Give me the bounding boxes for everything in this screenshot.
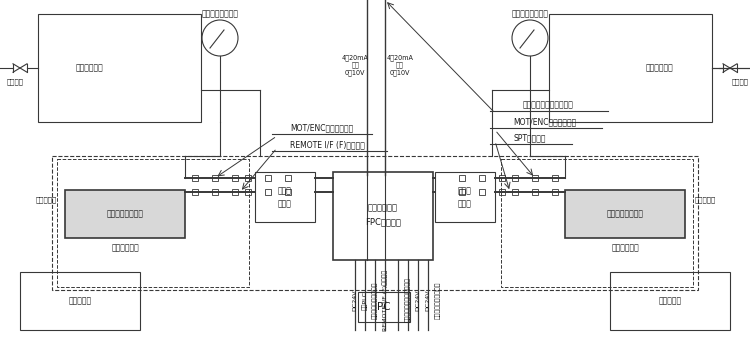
Bar bbox=[565, 190, 685, 238]
Bar bbox=[192, 189, 198, 195]
Text: 真空計（センサ）: 真空計（センサ） bbox=[512, 10, 548, 19]
Bar bbox=[232, 189, 238, 195]
Bar bbox=[512, 189, 518, 195]
Bar bbox=[549, 14, 712, 122]
Bar bbox=[20, 272, 140, 330]
Bar bbox=[192, 175, 198, 181]
Text: DC24V: DC24V bbox=[352, 289, 358, 311]
Text: バルブ本体: バルブ本体 bbox=[36, 197, 57, 203]
Bar bbox=[232, 175, 238, 181]
Text: ガス導入: ガス導入 bbox=[7, 79, 23, 85]
Bar bbox=[265, 175, 271, 181]
Bar bbox=[459, 189, 465, 195]
Bar bbox=[212, 175, 218, 181]
Text: 上位PLC: 上位PLC bbox=[362, 290, 368, 310]
Text: SPTケーブル: SPTケーブル bbox=[514, 133, 546, 142]
Text: MOT/ENC延長ケーブル: MOT/ENC延長ケーブル bbox=[513, 118, 577, 127]
Bar bbox=[499, 175, 505, 181]
Text: サーボモータ: サーボモータ bbox=[111, 244, 139, 252]
Text: DC24V: DC24V bbox=[425, 289, 430, 311]
Bar bbox=[552, 175, 558, 181]
Bar bbox=[285, 175, 291, 181]
Text: サーボ: サーボ bbox=[278, 186, 292, 195]
Bar bbox=[245, 175, 251, 181]
Text: ガス導入: ガス導入 bbox=[731, 79, 748, 85]
Bar bbox=[358, 292, 410, 322]
Text: サーボモータ: サーボモータ bbox=[611, 244, 639, 252]
Bar bbox=[479, 175, 485, 181]
Bar bbox=[255, 172, 315, 222]
Bar bbox=[459, 175, 465, 181]
Bar bbox=[212, 189, 218, 195]
Text: DC24V: DC24V bbox=[416, 289, 421, 311]
Bar bbox=[265, 189, 271, 195]
Text: エンコーダモータ: エンコーダモータ bbox=[607, 209, 644, 218]
Text: パラレル接続ケーブル: パラレル接続ケーブル bbox=[435, 281, 441, 319]
Bar bbox=[479, 189, 485, 195]
Bar bbox=[333, 172, 433, 260]
Text: アンプ: アンプ bbox=[458, 200, 472, 208]
Bar bbox=[499, 189, 505, 195]
Bar bbox=[52, 156, 698, 290]
Text: 4～20mA
又は
0～10V: 4～20mA 又は 0～10V bbox=[341, 54, 368, 76]
Text: REMOTE I/F (F)ケーブル: REMOTE I/F (F)ケーブル bbox=[290, 140, 364, 150]
Text: サーボ: サーボ bbox=[458, 186, 472, 195]
Text: バルブ本体: バルブ本体 bbox=[695, 197, 716, 203]
Text: 真空チャンバ: 真空チャンバ bbox=[646, 64, 674, 73]
Bar bbox=[435, 172, 495, 222]
Text: アンプ: アンプ bbox=[278, 200, 292, 208]
Text: MOT/ENC延長ケーブル: MOT/ENC延長ケーブル bbox=[290, 123, 354, 132]
Bar bbox=[38, 14, 201, 122]
Bar bbox=[512, 175, 518, 181]
Text: FPCシリーズ: FPCシリーズ bbox=[365, 217, 401, 226]
Bar bbox=[552, 189, 558, 195]
Bar bbox=[245, 189, 251, 195]
Text: コントローラ電源ケーブル: コントローラ電源ケーブル bbox=[405, 278, 411, 323]
Text: 真空ポンプ: 真空ポンプ bbox=[68, 297, 92, 305]
Text: パラレル接続ケーブル: パラレル接続ケーブル bbox=[372, 281, 378, 319]
Text: 真空計（センサ）: 真空計（センサ） bbox=[202, 10, 238, 19]
Bar bbox=[285, 189, 291, 195]
Text: REMOTE I/F (F)ケーブル: REMOTE I/F (F)ケーブル bbox=[382, 269, 388, 331]
Text: モータエンコーダ: モータエンコーダ bbox=[106, 209, 143, 218]
Text: 4～20mA
又は
0～10V: 4～20mA 又は 0～10V bbox=[386, 54, 413, 76]
Text: アナログ入出力ケーブル: アナログ入出力ケーブル bbox=[523, 100, 574, 109]
Bar bbox=[65, 190, 185, 238]
Text: 真空チャンバ: 真空チャンバ bbox=[76, 64, 104, 73]
Bar bbox=[532, 189, 538, 195]
Bar bbox=[610, 272, 730, 330]
Text: 真空ポンプ: 真空ポンプ bbox=[658, 297, 682, 305]
Bar bbox=[501, 159, 693, 287]
Text: コントローラ: コントローラ bbox=[368, 204, 398, 213]
Text: PC: PC bbox=[377, 302, 391, 312]
Bar bbox=[57, 159, 249, 287]
Bar bbox=[532, 175, 538, 181]
